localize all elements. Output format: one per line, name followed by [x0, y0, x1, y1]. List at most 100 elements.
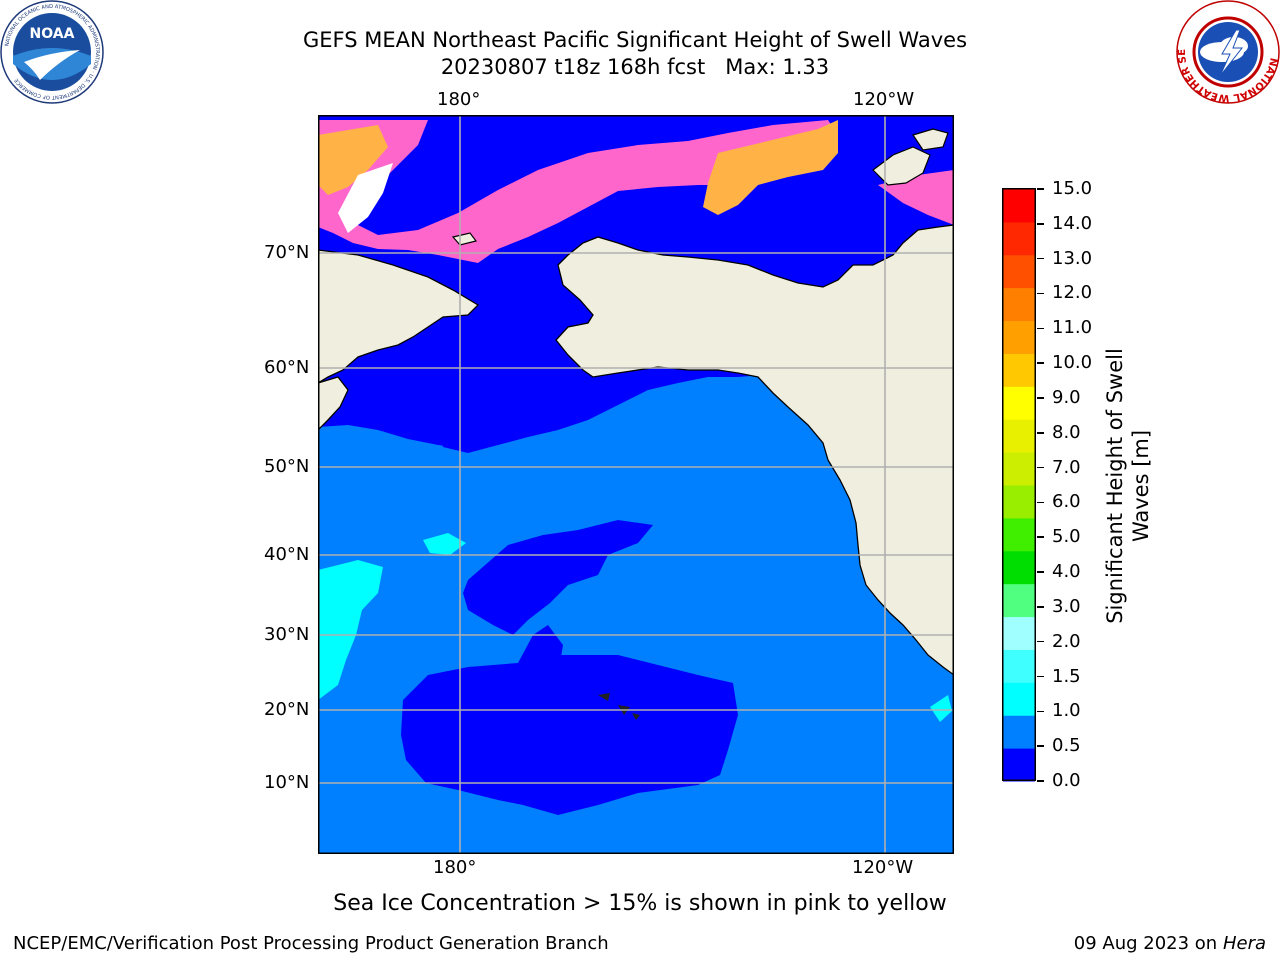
host-name: Hera: [1222, 933, 1266, 954]
colorbar-tick-label: 5.0: [1052, 526, 1081, 548]
lon-label-top-120w: 120°W: [853, 89, 915, 110]
colorbar-label: Significant Height of Swell Waves [m]: [1103, 186, 1153, 786]
colorbar-tick-mark: [1037, 745, 1044, 747]
sea-ice-orange: [703, 120, 838, 215]
colorbar-tick-mark: [1037, 640, 1044, 643]
map-title: GEFS MEAN Northeast Pacific Significant …: [302, 28, 968, 52]
colorbar-tick-label: 12.0: [1052, 282, 1093, 304]
sea-ice-orange-west: [318, 125, 388, 195]
colorbar-tick-mark: [1037, 571, 1044, 573]
mid-pacific-low-swell: [463, 520, 653, 635]
map-subtitle: 20230807 t18z 168h fcst Max: 1.33: [440, 55, 830, 79]
land-hawaii: [598, 693, 640, 720]
colorbar-segment: [1003, 320, 1035, 354]
colorbar-tick-label: 1.0: [1052, 700, 1081, 722]
colorbar-segment: [1003, 221, 1035, 256]
land-siberia: [318, 249, 480, 384]
colorbar-segment: [1003, 550, 1035, 585]
colorbar-tick-label: 0.5: [1052, 735, 1081, 757]
colorbar-tick-mark: [1037, 257, 1044, 260]
colorbar-tick-mark: [1037, 397, 1044, 399]
colorbar-segment: [1003, 419, 1035, 453]
colorbar-tick-label: 15.0: [1052, 178, 1093, 199]
colorbar-tick-mark: [1037, 536, 1044, 538]
colorbar-segment: [1003, 583, 1035, 618]
lon-label-top-180: 180°: [437, 89, 481, 110]
colorbar-tick-mark: [1037, 327, 1044, 330]
lat-label-30n: 30°N: [264, 624, 310, 645]
colorbar-tick-mark: [1037, 223, 1044, 225]
colorbar-segment: [1003, 517, 1035, 552]
colorbar-segment: [1003, 649, 1035, 683]
colorbar-tick-label: 11.0: [1052, 317, 1093, 339]
lat-label-10n: 10°N: [264, 772, 310, 793]
colorbar-tick-mark: [1037, 466, 1044, 469]
colorbar-segment: [1003, 452, 1035, 486]
lon-label-bottom-120w: 120°W: [852, 857, 914, 878]
northern-low-swell-lobe: [438, 411, 518, 453]
subtropical-low-swell: [401, 655, 738, 815]
colorbar-tick-mark: [1037, 292, 1044, 295]
colorbar-segment: [1003, 386, 1035, 420]
colorbar-label-line2: Waves [m]: [1129, 429, 1153, 543]
colorbar-segment: [1003, 353, 1035, 387]
colorbar: [1002, 188, 1036, 782]
colorbar-tick-mark: [1037, 362, 1044, 364]
colorbar-segment: [1003, 189, 1035, 223]
land-north-america: [555, 224, 954, 676]
graticule: [318, 115, 954, 854]
colorbar-tick-label: 8.0: [1052, 421, 1081, 443]
lat-label-70n: 70°N: [264, 242, 310, 263]
colorbar-segment: [1003, 616, 1035, 650]
land-arctic-islands-2: [912, 128, 949, 151]
land-wrangel: [451, 232, 478, 246]
colorbar-tick-mark: [1037, 780, 1044, 782]
colorbar-tick-label: 3.0: [1052, 595, 1081, 617]
credit-text: NCEP/EMC/Verification Post Processing Pr…: [13, 933, 609, 954]
colorbar-tick-label: 7.0: [1052, 456, 1081, 478]
swell-height-map: [318, 115, 954, 854]
east-moderate-swell: [930, 695, 952, 722]
colorbar-tick-label: 1.5: [1052, 665, 1081, 687]
colorbar-tick-label: 2.0: [1052, 630, 1081, 652]
lat-label-40n: 40°N: [264, 544, 310, 565]
sea-ice-note: Sea Ice Concentration > 15% is shown in …: [333, 891, 947, 916]
lat-label-60n: 60°N: [264, 357, 310, 378]
colorbar-ticks: 0.0 0.5 1.0 1.5 2.0 3.0 4.0 5.0 6.0 7.0 8.0 9.0 10.0…: [1037, 178, 1097, 791]
colorbar-tick-mark: [1037, 675, 1044, 678]
date-value: 09 Aug 2023 on: [1073, 933, 1218, 954]
date-text: 09 Aug 2023 on Hera: [1074, 933, 1266, 954]
sea-ice-pink: [318, 120, 838, 263]
colorbar-segment: [1003, 748, 1035, 782]
lat-label-50n: 50°N: [264, 456, 310, 477]
colorbar-tick-label: 6.0: [1052, 491, 1081, 513]
colorbar-frame: [1002, 188, 1036, 781]
svg-text:NOAA: NOAA: [30, 26, 75, 42]
colorbar-tick-label: 4.0: [1052, 561, 1081, 583]
colorbar-tick-label: 0.0: [1052, 770, 1081, 791]
west-moderate-swell-spot: [423, 533, 466, 555]
colorbar-segment: [1003, 682, 1035, 716]
colorbar-segment: [1003, 287, 1035, 322]
colorbar-segment: [1003, 485, 1035, 519]
lon-label-bottom-180: 180°: [433, 857, 477, 878]
colorbar-tick-mark: [1037, 710, 1044, 713]
nws-logo: NATIONAL WEATHER SERVICE: [1176, 0, 1280, 104]
noaa-logo: NOAA NATIONAL OCEANIC AND ATMOSPHERIC AD…: [0, 0, 104, 104]
colorbar-segment: [1003, 254, 1035, 289]
colorbar-tick-mark: [1037, 188, 1044, 190]
lat-label-20n: 20°N: [264, 699, 310, 720]
colorbar-tick-label: 10.0: [1052, 352, 1093, 374]
colorbar-segment: [1003, 715, 1035, 749]
colorbar-tick-mark: [1037, 501, 1044, 504]
colorbar-tick-mark: [1037, 606, 1044, 608]
colorbar-tick-label: 13.0: [1052, 247, 1093, 269]
sea-ice-white-gaps: [338, 163, 393, 233]
land-arctic-islands: [872, 146, 931, 186]
colorbar-tick-label: 9.0: [1052, 386, 1081, 408]
colorbar-tick-label: 14.0: [1052, 212, 1093, 234]
colorbar-tick-mark: [1037, 432, 1044, 434]
land-kamchatka: [318, 376, 349, 431]
colorbar-label-line1: Significant Height of Swell: [1103, 348, 1127, 624]
west-moderate-swell: [318, 560, 383, 700]
